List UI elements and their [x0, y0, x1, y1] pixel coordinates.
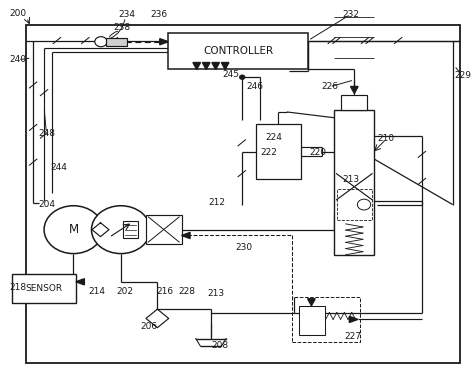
Text: 220: 220: [309, 148, 326, 157]
Polygon shape: [76, 279, 84, 285]
Text: 213: 213: [207, 289, 224, 298]
Bar: [292, 297, 360, 342]
Polygon shape: [308, 299, 315, 306]
Text: 245: 245: [223, 69, 240, 79]
Text: 204: 204: [38, 200, 55, 209]
Bar: [337, 189, 372, 220]
Text: 248: 248: [38, 129, 55, 138]
Text: 229: 229: [455, 71, 472, 80]
Circle shape: [357, 199, 371, 210]
Bar: [168, 33, 308, 69]
Bar: [106, 38, 127, 46]
Text: 226: 226: [321, 82, 338, 91]
Text: 234: 234: [118, 10, 136, 19]
Text: 206: 206: [141, 322, 158, 331]
Text: 232: 232: [342, 10, 359, 19]
Polygon shape: [350, 86, 358, 93]
Text: 216: 216: [156, 287, 173, 296]
Polygon shape: [160, 39, 168, 45]
Circle shape: [239, 75, 245, 80]
Polygon shape: [182, 232, 190, 239]
Text: 230: 230: [236, 242, 253, 252]
Text: CONTROLLER: CONTROLLER: [203, 46, 273, 56]
Text: 227: 227: [345, 332, 362, 341]
Text: 246: 246: [246, 82, 264, 91]
Text: 224: 224: [265, 132, 283, 142]
Text: 214: 214: [89, 287, 106, 296]
Bar: [299, 306, 325, 335]
Text: 244: 244: [51, 163, 68, 173]
Text: 210: 210: [378, 134, 395, 144]
Text: 236: 236: [150, 10, 167, 19]
Bar: [123, 221, 138, 238]
Bar: [256, 124, 301, 179]
Text: 240: 240: [9, 55, 27, 64]
Text: 208: 208: [212, 341, 229, 350]
Circle shape: [91, 206, 150, 254]
Bar: [341, 95, 367, 110]
Bar: [12, 274, 76, 303]
Text: 202: 202: [116, 287, 133, 296]
Text: 228: 228: [179, 287, 196, 296]
Polygon shape: [349, 317, 358, 323]
Bar: [334, 110, 374, 255]
Bar: [146, 215, 182, 244]
Text: 218: 218: [9, 283, 26, 292]
Text: 213: 213: [342, 175, 359, 184]
Text: 238: 238: [114, 23, 131, 32]
Polygon shape: [202, 63, 210, 69]
Bar: [26, 25, 460, 363]
Circle shape: [44, 206, 103, 254]
Polygon shape: [221, 63, 229, 69]
Text: 200: 200: [9, 9, 27, 18]
Text: 212: 212: [209, 198, 226, 207]
Text: 222: 222: [261, 147, 278, 157]
Text: SENSOR: SENSOR: [26, 284, 63, 293]
Text: M: M: [68, 223, 79, 236]
Circle shape: [95, 37, 107, 47]
Polygon shape: [212, 63, 219, 69]
Polygon shape: [193, 63, 201, 69]
